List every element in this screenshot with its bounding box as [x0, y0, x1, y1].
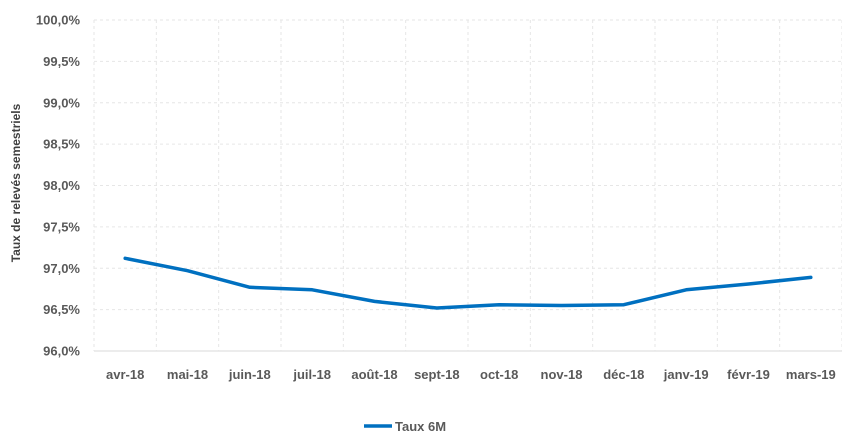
- x-tick-label: févr-19: [727, 367, 770, 382]
- x-tick-label: janv-19: [663, 367, 709, 382]
- y-tick-label: 97,0%: [43, 261, 80, 276]
- y-tick-label: 98,5%: [43, 137, 80, 152]
- y-tick-label: 96,5%: [43, 302, 80, 317]
- y-tick-label: 100,0%: [36, 13, 81, 28]
- x-tick-label: avr-18: [106, 367, 144, 382]
- x-axis-tick-labels: avr-18 mai-18 juin-18 juil-18 août-18 sept-18…: [106, 367, 836, 382]
- y-tick-label: 99,0%: [43, 95, 80, 110]
- x-tick-label: juil-18: [292, 367, 331, 382]
- x-tick-label: sept-18: [414, 367, 460, 382]
- y-tick-label: 99,5%: [43, 54, 80, 69]
- legend-label-taux-6m: Taux 6M: [395, 419, 446, 434]
- y-tick-label: 97,5%: [43, 219, 80, 234]
- series-line-taux-6m: [125, 258, 811, 308]
- x-tick-label: mai-18: [167, 367, 208, 382]
- series-lines: [125, 258, 811, 308]
- x-tick-label: mars-19: [786, 367, 836, 382]
- x-tick-label: juin-18: [228, 367, 271, 382]
- x-tick-label: août-18: [351, 367, 397, 382]
- gridlines: [94, 20, 842, 351]
- x-tick-label: oct-18: [480, 367, 518, 382]
- y-axis-tick-labels: 96,0% 96,5% 97,0% 97,5% 98,0% 98,5% 99,0% 99,5%…: [36, 13, 81, 359]
- y-axis-title: Taux de relevés semestriels: [9, 103, 23, 262]
- y-tick-label: 98,0%: [43, 178, 80, 193]
- legend: Taux 6M: [364, 419, 446, 434]
- x-tick-label: déc-18: [603, 367, 644, 382]
- x-tick-label: nov-18: [541, 367, 583, 382]
- y-tick-label: 96,0%: [43, 344, 80, 359]
